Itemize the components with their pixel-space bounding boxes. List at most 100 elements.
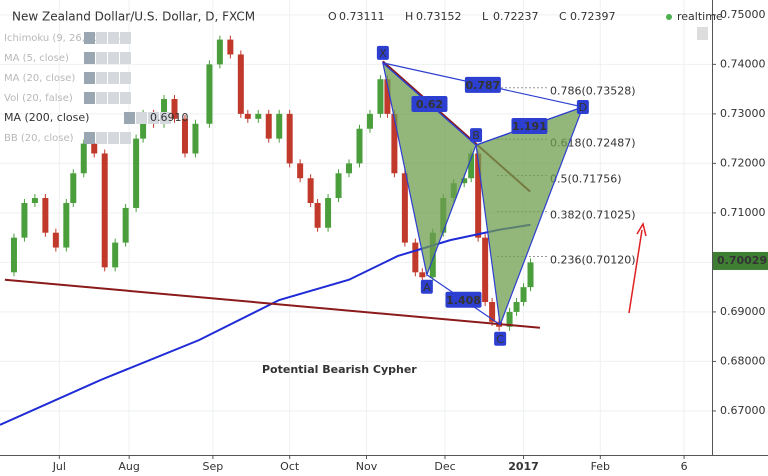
indicator[interactable]: MA (200, close)	[4, 111, 89, 124]
indicator-button[interactable]	[120, 72, 131, 84]
realtime-dot	[666, 14, 672, 20]
candle-body	[506, 311, 513, 327]
indicator-button[interactable]	[120, 132, 131, 144]
ratio-box	[411, 95, 448, 112]
y-tick-label: 0.72000	[720, 156, 766, 169]
candle-body	[91, 143, 98, 154]
x-tick-label: Aug	[118, 460, 139, 473]
indicator[interactable]: Vol (20, false)	[4, 93, 73, 104]
indicator-button[interactable]	[160, 112, 171, 124]
annotation: Potential Bearish Cypher	[262, 363, 417, 376]
ratio-box	[464, 76, 501, 93]
point-box	[376, 45, 389, 60]
indicator-button[interactable]	[96, 52, 107, 64]
indicator-button[interactable]	[108, 92, 119, 104]
candle-body	[482, 237, 489, 303]
candle-body	[325, 198, 332, 228]
fib-label: 0.786(0.73528)	[550, 85, 636, 98]
point-label: A	[423, 281, 431, 294]
indicator-button[interactable]	[96, 72, 107, 84]
x-tick-label: 2017	[508, 460, 539, 473]
candle-body	[171, 99, 178, 119]
ohlc-key: C	[559, 10, 567, 23]
indicator[interactable]: Ichimoku (9, 26, 52, 26)	[4, 33, 124, 44]
y-tick-label: 0.74000	[720, 57, 766, 70]
indicator-button[interactable]	[108, 72, 119, 84]
x-tick-label: 6	[681, 460, 688, 473]
indicator-button[interactable]	[124, 112, 135, 124]
indicator-button[interactable]	[148, 112, 159, 124]
ratio-box	[511, 118, 548, 135]
candle-body	[31, 198, 38, 203]
last-price-label: 0.70029	[717, 254, 767, 267]
y-tick-label: 0.68000	[720, 354, 766, 367]
candle-body	[122, 207, 129, 243]
candle-body	[384, 79, 391, 114]
trendline	[4, 278, 541, 329]
fib-label: 0.618(0.72487)	[550, 136, 636, 149]
up-arrow-head	[636, 222, 647, 237]
annotations: 0.236(0.70120) 0.382(0.71025) 0.5(0.71756)…	[4, 45, 636, 376]
realtime-label: realtime	[677, 10, 723, 23]
indicator[interactable]: MA (20, close)	[4, 73, 75, 84]
indicator-button[interactable]	[84, 32, 95, 44]
indicator-button[interactable]	[96, 32, 107, 44]
candle-body	[307, 178, 314, 203]
candle-body	[140, 113, 147, 139]
ohlc-value: 0.73111	[339, 10, 385, 23]
indicator[interactable]: BB (20, close)	[4, 133, 74, 144]
candle-body	[52, 232, 59, 248]
candle-body	[133, 138, 140, 208]
candle-body	[489, 302, 496, 322]
indicator-button[interactable]	[120, 92, 131, 104]
candle-body	[244, 113, 251, 119]
point-box	[420, 279, 433, 294]
indicator-button[interactable]	[108, 32, 119, 44]
title: New Zealand Dollar/U.S. Dollar, D, FXCM	[12, 10, 255, 24]
point-label: B	[472, 129, 480, 142]
candle-body	[10, 237, 17, 273]
indicator-button[interactable]	[84, 132, 95, 144]
x-tick-label: Jul	[52, 460, 66, 473]
ohlc-value: 0.72237	[493, 10, 539, 23]
indicator-button[interactable]	[96, 92, 107, 104]
point-box	[576, 99, 589, 114]
candle-body	[366, 113, 373, 129]
candle-body	[206, 64, 213, 124]
indicator-button[interactable]	[136, 112, 147, 124]
candle-body	[314, 202, 321, 228]
x-tick-label: Oct	[280, 460, 300, 473]
candle-body	[461, 178, 468, 184]
indicator-button[interactable]	[108, 52, 119, 64]
indicator-button[interactable]	[84, 92, 95, 104]
indicator-button[interactable]	[84, 52, 95, 64]
candle-body	[419, 272, 426, 278]
candle-body	[335, 173, 342, 199]
indicator-button[interactable]	[120, 52, 131, 64]
fib-label: 0.236(0.70120)	[550, 253, 636, 266]
indicator-button[interactable]	[96, 132, 107, 144]
candle-body	[377, 79, 384, 114]
y-tick-label: 0.71000	[720, 206, 766, 219]
candle-body	[227, 39, 234, 55]
header: New Zealand Dollar/U.S. Dollar, D, FXCM O…	[4, 10, 723, 144]
indicator-button[interactable]	[108, 132, 119, 144]
candle-body	[42, 198, 49, 233]
candle-body	[161, 99, 168, 124]
candle-body	[527, 262, 534, 288]
candle-body	[412, 242, 419, 273]
ohlc-key: H	[405, 10, 413, 23]
candle-body	[265, 113, 272, 139]
y-tick-label: 0.69000	[720, 305, 766, 318]
point-label: X	[379, 47, 387, 60]
settings-icon[interactable]	[697, 27, 708, 40]
candle-body	[192, 123, 199, 154]
axes: 0.75000 0.74000 0.73000 0.72000 0.71000 0.700…	[52, 8, 768, 473]
candle-body	[391, 113, 398, 174]
indicator[interactable]: MA (5, close)	[4, 53, 69, 64]
candle-body	[513, 302, 520, 312]
indicator-button[interactable]	[84, 72, 95, 84]
indicator-button[interactable]	[120, 32, 131, 44]
